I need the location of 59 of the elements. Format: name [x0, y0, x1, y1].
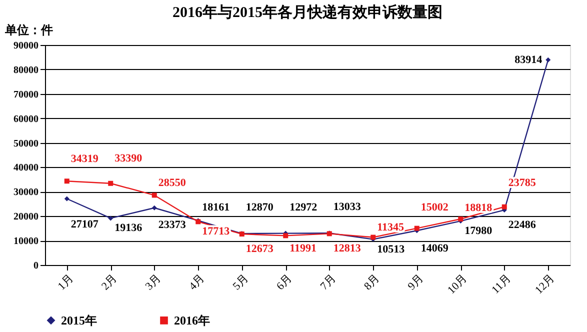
data-label: 10513 — [377, 243, 406, 256]
y-tick-label: 80000 — [14, 64, 38, 76]
x-tick-label: 12月 — [533, 272, 558, 297]
y-tick-label: 30000 — [14, 187, 38, 198]
x-tick-label: 3月 — [143, 272, 164, 293]
data-label: 15002 — [420, 201, 449, 214]
chart-title: 2016年与2015年各月快递有效申诉数量图 — [172, 3, 442, 21]
x-tick-label: 7月 — [318, 272, 338, 293]
point — [414, 226, 420, 231]
y-tick-label: 90000 — [14, 40, 38, 52]
data-label: 33390 — [114, 152, 143, 164]
point — [64, 196, 70, 202]
data-label: 18818 — [464, 202, 493, 214]
point — [64, 178, 70, 184]
data-label: 34319 — [70, 153, 99, 166]
x-tick-label: 11月 — [490, 272, 514, 296]
data-label: 12972 — [290, 201, 318, 214]
data-label: 18161 — [202, 202, 230, 214]
data-label: 11991 — [290, 242, 317, 255]
data-label: 27107 — [70, 218, 99, 231]
data-label: 12870 — [246, 202, 274, 214]
y-tick-label: 0 — [34, 260, 38, 272]
point — [283, 233, 288, 238]
x-tick-label: 6月 — [274, 272, 295, 293]
data-label: 19136 — [114, 222, 143, 234]
x-tick-label: 9月 — [406, 272, 426, 293]
point — [502, 204, 507, 210]
x-tick-label: 8月 — [362, 272, 382, 293]
legend-label: 2016年 — [174, 313, 210, 328]
text: 单位：件 — [4, 23, 53, 37]
y-tick-label: 70000 — [14, 89, 38, 100]
point — [108, 216, 114, 221]
x-tick-label: 2月 — [99, 272, 120, 293]
point — [546, 57, 551, 62]
data-label: 83914 — [514, 54, 543, 66]
data-label: 12673 — [246, 243, 274, 256]
y-tick-label: 60000 — [14, 114, 38, 125]
x-tick-label: 1月 — [56, 272, 76, 293]
y-tick-label: 10000 — [14, 236, 38, 248]
data-label: 17713 — [202, 226, 230, 238]
data-label: 14069 — [420, 242, 449, 255]
point — [152, 205, 157, 210]
legend-label: 2015年 — [61, 313, 97, 328]
data-label: 22486 — [508, 219, 536, 232]
data-label: 12813 — [333, 242, 362, 255]
x-tick-label: 4月 — [186, 272, 208, 293]
point — [458, 216, 464, 222]
data-label: 17980 — [464, 225, 493, 238]
x-tick-label: 5月 — [230, 272, 251, 293]
y-tick-label: 50000 — [14, 138, 38, 150]
point — [152, 192, 157, 198]
data-label: 13033 — [333, 201, 362, 214]
data-label: 23373 — [158, 218, 186, 231]
data-label: 11345 — [377, 221, 405, 234]
data-label: 28550 — [158, 177, 186, 190]
x-tick-label: 10月 — [446, 272, 470, 297]
y-tick-label: 40000 — [14, 162, 38, 174]
point — [108, 180, 114, 186]
y-tick-label: 20000 — [14, 212, 38, 223]
